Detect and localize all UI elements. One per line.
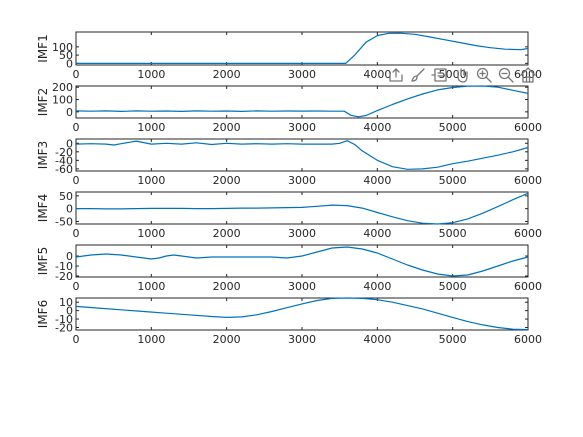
- subplot-5: 0 1000 2000 3000 4000 5000 6000 -20-100 IMF5: [36, 244, 542, 293]
- export-icon: [389, 68, 403, 82]
- y-tick-label: -60: [55, 163, 73, 176]
- x-tick-label: 2000: [213, 68, 241, 81]
- x-tick-label: 6000: [514, 121, 542, 134]
- x-tick-label: 2000: [213, 333, 241, 346]
- x-tick-label: 6000: [514, 68, 542, 81]
- x-tick-label: 1000: [137, 227, 165, 240]
- x-tick-label: 2000: [213, 174, 241, 187]
- x-tick-label: 5000: [439, 121, 467, 134]
- y-axis-label: IMF6: [36, 300, 50, 328]
- y-tick-label: 100: [52, 94, 73, 107]
- pan-button[interactable]: [452, 65, 472, 85]
- x-tick-label: 6000: [514, 174, 542, 187]
- x-tick-label: 4000: [363, 333, 391, 346]
- x-tick-label: 4000: [363, 174, 391, 187]
- x-tick-label: 0: [73, 174, 80, 187]
- x-tick-label: 6000: [514, 227, 542, 240]
- x-tick-label: 1000: [137, 174, 165, 187]
- x-tick-label: 1000: [137, 280, 165, 293]
- y-tick-label: 0: [66, 106, 73, 119]
- x-tick-label: 6000: [514, 333, 542, 346]
- y-tick-label: -20: [55, 321, 73, 334]
- x-tick-label: 4000: [363, 227, 391, 240]
- x-tick-label: 3000: [288, 280, 316, 293]
- home-icon: [520, 67, 536, 83]
- x-tick-label: 5000: [439, 280, 467, 293]
- y-axis-label: IMF4: [36, 194, 50, 222]
- x-tick-label: 4000: [363, 280, 391, 293]
- brush-button[interactable]: [408, 65, 428, 85]
- zoom-in-icon: [476, 67, 492, 83]
- x-tick-label: 1000: [137, 121, 165, 134]
- y-tick-label: -10: [55, 313, 73, 326]
- zoom-out-icon: [498, 67, 514, 83]
- series-line-5: [75, 246, 529, 277]
- y-tick-label: 0: [66, 57, 73, 70]
- x-tick-label: 4000: [363, 121, 391, 134]
- export-button[interactable]: [386, 65, 406, 85]
- brush-icon: [411, 68, 425, 82]
- x-tick-label: 3000: [288, 68, 316, 81]
- y-tick-label: 0: [66, 137, 73, 150]
- series-line-2: [75, 85, 529, 118]
- datatip-button[interactable]: [430, 65, 450, 85]
- x-tick-label: 5000: [439, 227, 467, 240]
- y-tick-label: -40: [55, 154, 73, 167]
- datatip-icon: [431, 68, 447, 82]
- x-tick-label: 5000: [439, 333, 467, 346]
- y-axis-label: IMF5: [36, 247, 50, 275]
- zoom-out-button[interactable]: [496, 65, 516, 85]
- x-tick-label: 2000: [213, 280, 241, 293]
- x-tick-label: 3000: [288, 121, 316, 134]
- y-tick-label: -10: [55, 260, 73, 273]
- y-axis-label: IMF3: [36, 141, 50, 169]
- y-tick-label: 200: [52, 81, 73, 94]
- zoom-in-button[interactable]: [474, 65, 494, 85]
- x-tick-label: 0: [73, 121, 80, 134]
- y-tick-label: -20: [55, 270, 73, 283]
- x-tick-label: 3000: [288, 174, 316, 187]
- x-tick-label: 1000: [137, 68, 165, 81]
- y-axis-label: IMF1: [36, 34, 50, 62]
- x-tick-label: 0: [73, 280, 80, 293]
- x-tick-label: 4000: [363, 68, 391, 81]
- y-tick-label: 50: [59, 49, 73, 62]
- x-tick-label: 0: [73, 333, 80, 346]
- series-line-1: [76, 32, 529, 64]
- x-tick-label: 3000: [288, 227, 316, 240]
- x-tick-label: 1000: [137, 333, 165, 346]
- y-axis-label: IMF2: [36, 88, 50, 116]
- y-tick-label: -50: [55, 215, 73, 228]
- series-line-3: [75, 140, 529, 170]
- y-tick-label: 100: [52, 41, 73, 54]
- y-tick-label: -20: [55, 146, 73, 159]
- x-tick-label: 0: [73, 68, 80, 81]
- x-tick-label: 6000: [514, 280, 542, 293]
- home-button[interactable]: [518, 65, 538, 85]
- x-tick-label: 2000: [213, 121, 241, 134]
- y-tick-label: 50: [59, 190, 73, 203]
- y-tick-label: 10: [59, 296, 73, 309]
- pan-icon: [457, 68, 468, 83]
- x-tick-label: 5000: [439, 174, 467, 187]
- y-tick-label: 0: [66, 305, 73, 318]
- y-tick-label: 0: [66, 203, 73, 216]
- x-tick-label: 2000: [213, 227, 241, 240]
- x-tick-label: 0: [73, 227, 80, 240]
- series-line-4: [76, 192, 529, 225]
- axes-toolbar: [386, 64, 538, 86]
- y-tick-label: 0: [66, 250, 73, 263]
- x-tick-label: 3000: [288, 333, 316, 346]
- series-line-6: [75, 297, 529, 331]
